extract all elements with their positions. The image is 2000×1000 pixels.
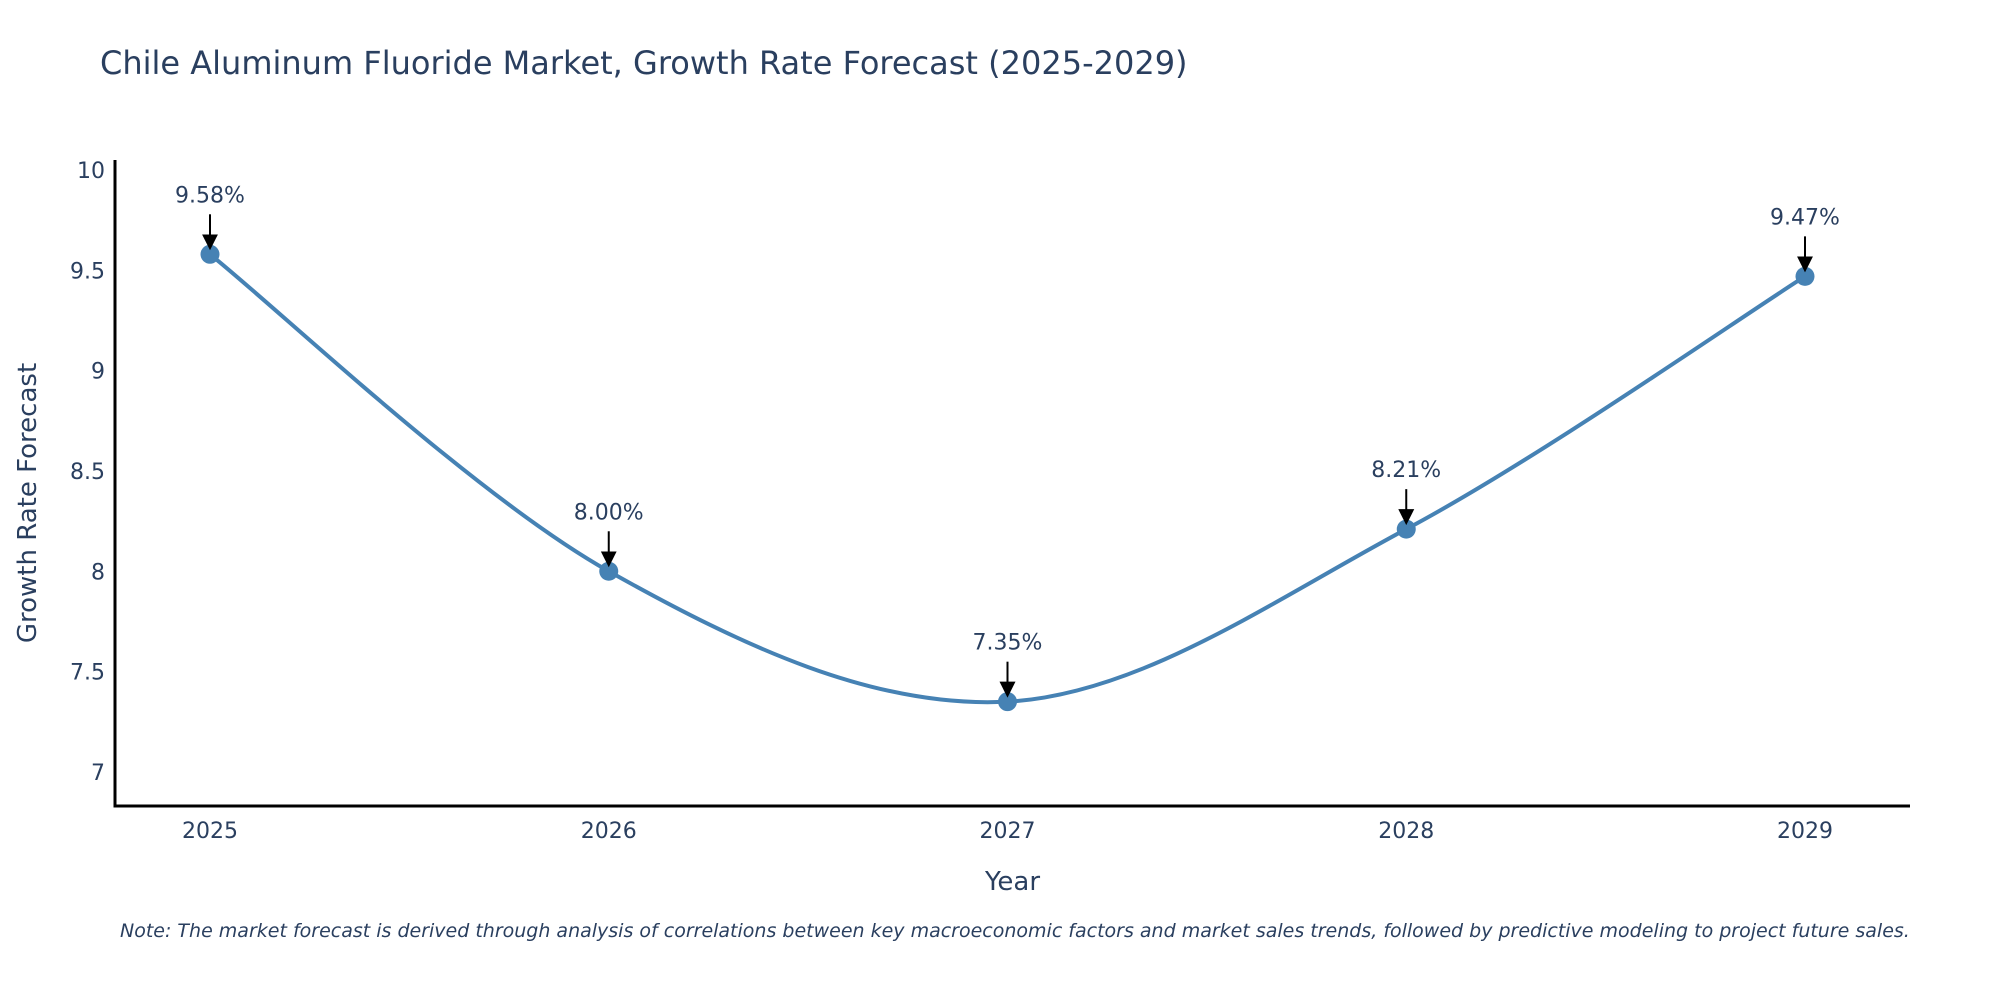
chart-title: Chile Aluminum Fluoride Market, Growth R… [100,44,1188,82]
x-axis-ticks: 2025 2026 2027 2028 2029 [182,819,1833,844]
data-annotations: 9.58% 8.00% 7.35% 8.21% 9.47% [175,183,1840,698]
y-tick-label: 9 [91,360,105,385]
data-label: 8.21% [1371,458,1441,483]
data-label: 9.58% [175,183,245,208]
y-tick-label: 8.5 [70,460,105,485]
y-tick-label: 7 [91,761,105,786]
y-tick-label: 9.5 [70,259,105,284]
data-point-marker [998,692,1017,712]
footnote: Note: The market forecast is derived thr… [120,920,1910,942]
y-tick-label: 8 [91,560,105,585]
x-axis-title: Year [984,867,1040,897]
x-tick-label: 2027 [980,819,1036,844]
data-point-marker [1396,519,1416,539]
y-tick-label: 7.5 [70,661,105,686]
x-tick-label: 2026 [581,819,637,844]
data-label: 7.35% [973,631,1043,656]
data-label: 8.00% [574,500,644,525]
data-label: 9.47% [1770,205,1840,230]
x-tick-label: 2028 [1378,819,1434,844]
data-point-marker [1795,266,1815,286]
data-point-marker [599,561,619,581]
y-axis-ticks: 7 7.5 8 8.5 9 9.5 10 [70,159,105,786]
x-tick-label: 2029 [1777,819,1833,844]
y-axis-title: Growth Rate Forecast [13,363,43,643]
y-tick-label: 10 [77,159,105,184]
data-point-marker [200,244,220,264]
x-tick-label: 2025 [182,819,238,844]
